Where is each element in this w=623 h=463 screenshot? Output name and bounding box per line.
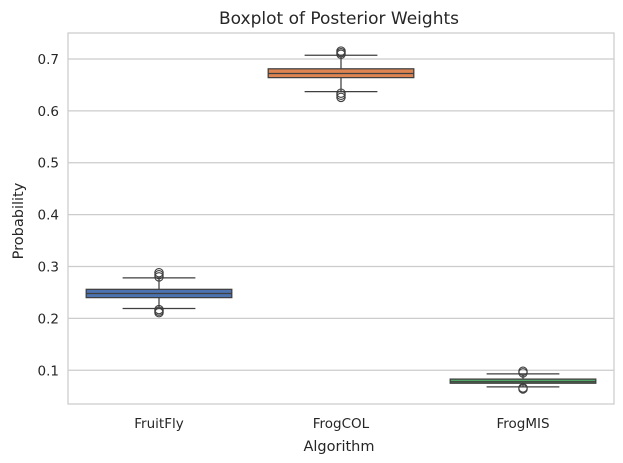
- y-tick-label: 0.3: [38, 259, 59, 275]
- y-tick-label: 0.2: [38, 311, 59, 327]
- chart-title: Boxplot of Posterior Weights: [219, 9, 459, 29]
- outlier-point: [518, 384, 528, 394]
- y-tick-label: 0.5: [38, 156, 59, 172]
- x-tick-labels: FruitFly FrogCOL FrogMIS: [134, 416, 549, 432]
- boxes: [85, 46, 597, 394]
- outlier-point: [154, 307, 164, 318]
- box-frogcol: [267, 46, 415, 103]
- gridlines: [68, 58, 614, 371]
- outlier-point: [336, 92, 346, 103]
- box-fruitfly: [85, 267, 233, 318]
- y-tick-labels: 0.1 0.2 0.3 0.4 0.5 0.6 0.7: [38, 52, 59, 379]
- outlier-point: [154, 267, 164, 278]
- plot-frame: [67, 32, 615, 405]
- x-axis-label: Algorithm: [303, 439, 374, 455]
- outlier-point: [518, 366, 528, 377]
- box-frogmis: [449, 366, 597, 394]
- outlier-point: [336, 90, 346, 101]
- x-tick-label: FrogMIS: [496, 416, 549, 432]
- y-tick-label: 0.7: [38, 52, 59, 68]
- x-tick-label: FruitFly: [134, 416, 183, 432]
- outlier-point: [336, 46, 346, 56]
- x-tick-label: FrogCOL: [313, 416, 370, 432]
- y-tick-label: 0.4: [38, 208, 59, 224]
- y-axis-label: Probability: [11, 182, 27, 259]
- y-tick-label: 0.6: [38, 104, 59, 120]
- y-tick-label: 0.1: [38, 363, 59, 379]
